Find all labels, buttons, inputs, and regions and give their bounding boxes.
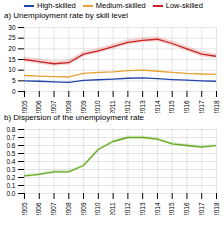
html-text:a) Unemployment rate by skill: a) Unemployment rate by skill level bbox=[4, 11, 128, 20]
html-text:b) Dispersion of the unemploym: b) Dispersion of the unemployment rate bbox=[4, 113, 145, 122]
svg-text:2016: 2016 bbox=[183, 100, 190, 113]
html-text:Medium-skilled: Medium-skilled bbox=[95, 1, 146, 10]
svg-text:2011: 2011 bbox=[109, 202, 116, 215]
svg-text:2007: 2007 bbox=[50, 100, 57, 113]
svg-text:2011: 2011 bbox=[109, 100, 116, 113]
svg-text:2015: 2015 bbox=[168, 100, 175, 113]
svg-text:2009: 2009 bbox=[80, 202, 87, 215]
svg-text:2017: 2017 bbox=[198, 202, 205, 215]
svg-text:0.2: 0.2 bbox=[6, 174, 15, 181]
svg-text:5: 5 bbox=[12, 77, 16, 84]
svg-text:0.8: 0.8 bbox=[6, 126, 15, 133]
svg-text:2010: 2010 bbox=[94, 100, 101, 113]
svg-text:2012: 2012 bbox=[124, 202, 131, 215]
svg-text:2018: 2018 bbox=[213, 100, 220, 113]
svg-text:20: 20 bbox=[8, 45, 16, 52]
svg-text:2008: 2008 bbox=[65, 202, 72, 215]
svg-text:2009: 2009 bbox=[80, 100, 87, 113]
svg-text:2015: 2015 bbox=[168, 202, 175, 215]
svg-text:0.4: 0.4 bbox=[6, 158, 15, 165]
svg-text:0.3: 0.3 bbox=[6, 166, 15, 173]
svg-text:2008: 2008 bbox=[65, 100, 72, 113]
svg-text:2005: 2005 bbox=[21, 100, 28, 113]
svg-text:0: 0 bbox=[12, 88, 16, 95]
svg-text:2010: 2010 bbox=[94, 202, 101, 215]
svg-text:0.1: 0.1 bbox=[6, 182, 15, 189]
svg-text:15: 15 bbox=[8, 56, 16, 63]
svg-text:2018: 2018 bbox=[213, 202, 220, 215]
html-text:High-skilled: High-skilled bbox=[37, 1, 76, 10]
svg-text:2012: 2012 bbox=[124, 100, 131, 113]
svg-text:10: 10 bbox=[8, 66, 16, 73]
svg-text:0.5: 0.5 bbox=[6, 150, 15, 157]
svg-text:0.7: 0.7 bbox=[6, 134, 15, 141]
svg-text:2006: 2006 bbox=[35, 100, 42, 113]
svg-text:2013: 2013 bbox=[139, 100, 146, 113]
svg-text:2006: 2006 bbox=[35, 202, 42, 215]
svg-text:2013: 2013 bbox=[139, 202, 146, 215]
svg-text:2005: 2005 bbox=[21, 202, 28, 215]
svg-text:25: 25 bbox=[8, 34, 16, 41]
svg-text:2014: 2014 bbox=[154, 202, 161, 215]
svg-text:0.6: 0.6 bbox=[6, 142, 15, 149]
svg-text:2007: 2007 bbox=[50, 202, 57, 215]
svg-text:2017: 2017 bbox=[198, 100, 205, 113]
svg-text:2014: 2014 bbox=[154, 100, 161, 113]
svg-text:30: 30 bbox=[8, 24, 16, 31]
svg-text:0.0: 0.0 bbox=[6, 190, 15, 197]
html-text:Low-skilled: Low-skilled bbox=[165, 1, 203, 10]
svg-text:2016: 2016 bbox=[183, 202, 190, 215]
